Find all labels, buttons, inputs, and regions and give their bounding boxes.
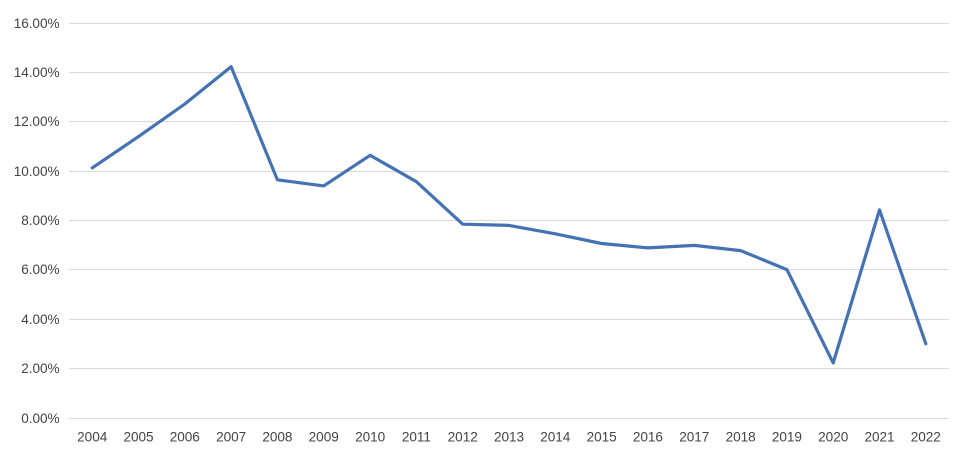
svg-text:6.00%: 6.00%: [21, 262, 59, 277]
svg-text:2021: 2021: [864, 430, 894, 445]
svg-text:2017: 2017: [679, 430, 709, 445]
svg-text:2005: 2005: [123, 430, 153, 445]
svg-text:2012: 2012: [448, 430, 478, 445]
svg-text:2020: 2020: [818, 430, 849, 445]
svg-text:16.00%: 16.00%: [14, 16, 60, 31]
svg-text:2014: 2014: [540, 430, 571, 445]
svg-text:2019: 2019: [772, 430, 802, 445]
svg-text:2007: 2007: [216, 430, 246, 445]
svg-text:2015: 2015: [587, 430, 617, 445]
svg-text:2010: 2010: [355, 430, 386, 445]
svg-text:2009: 2009: [309, 430, 339, 445]
svg-text:2022: 2022: [911, 430, 941, 445]
svg-text:2013: 2013: [494, 430, 524, 445]
svg-text:10.00%: 10.00%: [14, 164, 60, 179]
svg-text:14.00%: 14.00%: [14, 65, 60, 80]
svg-text:2.00%: 2.00%: [21, 361, 59, 376]
svg-text:2011: 2011: [402, 430, 431, 445]
svg-text:2016: 2016: [633, 430, 663, 445]
svg-text:0.00%: 0.00%: [21, 411, 59, 426]
svg-text:2018: 2018: [726, 430, 756, 445]
svg-text:2006: 2006: [170, 430, 200, 445]
svg-text:8.00%: 8.00%: [21, 213, 59, 228]
svg-text:12.00%: 12.00%: [14, 114, 60, 129]
svg-text:4.00%: 4.00%: [21, 312, 59, 327]
svg-text:2008: 2008: [262, 430, 292, 445]
svg-text:2004: 2004: [77, 430, 108, 445]
